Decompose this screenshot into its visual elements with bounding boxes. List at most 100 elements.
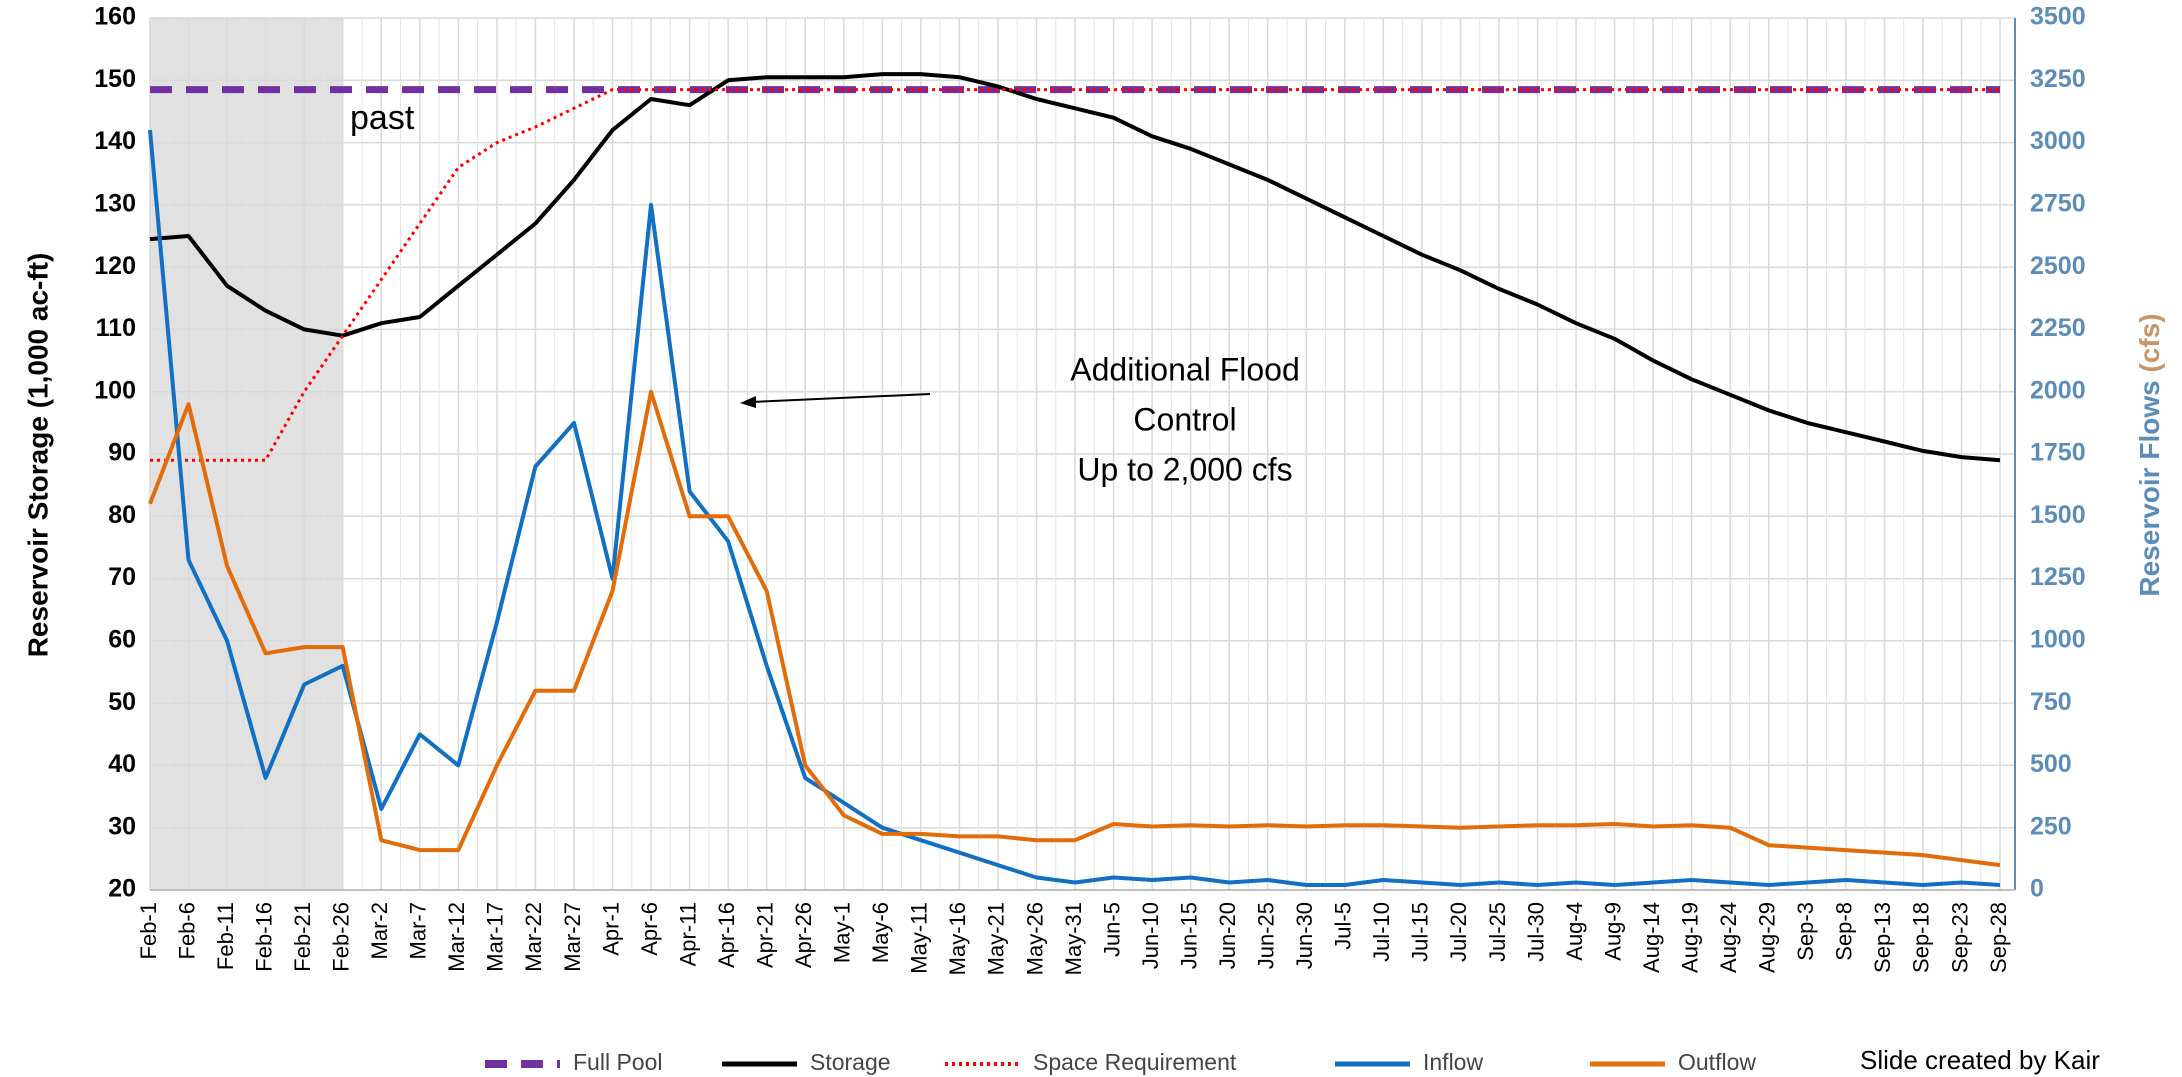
y-tick-label: 160	[94, 3, 136, 31]
x-tick-label: Feb-16	[251, 902, 276, 972]
x-tick-label: Aug-4	[1562, 902, 1587, 961]
series-line	[150, 88, 2000, 462]
x-tick-label: Apr-11	[675, 902, 700, 966]
annotation: Control	[1133, 401, 1236, 437]
x-tick-label: Feb-11	[213, 902, 238, 970]
y2-tick-label: 2250	[2030, 314, 2086, 342]
x-tick-label: Mar-22	[521, 902, 546, 972]
x-tick-label: Apr-26	[791, 902, 816, 968]
x-tick-label: Sep-8	[1832, 902, 1857, 961]
y2-tick-label: 1250	[2030, 563, 2086, 591]
x-tick-label: Aug-29	[1755, 902, 1780, 973]
y-tick-label: 20	[108, 875, 136, 903]
annotation-arrow	[751, 393, 931, 403]
y2-tick-label: 250	[2030, 812, 2072, 840]
x-tick-label: Jul-10	[1369, 902, 1394, 962]
legend-label: Storage	[810, 1049, 891, 1075]
y-tick-label: 50	[108, 688, 136, 716]
x-tick-label: Mar-17	[483, 902, 508, 972]
annotation-arrowhead	[740, 396, 756, 408]
x-tick-label: Jun-10	[1138, 902, 1163, 969]
x-tick-label: May-26	[1022, 902, 1047, 975]
y-tick-label: 100	[94, 376, 136, 404]
y2-tick-label: 750	[2030, 688, 2072, 716]
footer: Slide created by Kair	[1860, 1045, 2100, 1075]
x-tick-label: Jun-30	[1292, 902, 1317, 969]
x-tick-label: Apr-6	[637, 902, 662, 956]
x-tick-label: Jul-20	[1446, 902, 1471, 962]
annotation: Up to 2,000 cfs	[1077, 451, 1292, 487]
y-tick-label: 70	[108, 563, 136, 591]
series-line	[148, 389, 2001, 868]
y-tick-label: 80	[108, 501, 136, 529]
x-tick-label: Jul-25	[1485, 902, 1510, 962]
x-tick-label: May-21	[984, 902, 1009, 975]
y2-axis-label: Reservoir Flows (cfs)	[2134, 313, 2165, 596]
x-tick-label: Jun-20	[1215, 902, 1240, 969]
x-tick-label: Jun-5	[1099, 902, 1124, 957]
y-axis-label: Reservoir Storage (1,000 ac-ft)	[22, 253, 53, 658]
x-tick-label: Mar-7	[406, 902, 431, 959]
x-tick-label: Sep-13	[1870, 902, 1895, 973]
x-tick-label: Jul-5	[1331, 902, 1356, 950]
legend-label: Outflow	[1678, 1049, 1756, 1075]
y2-tick-label: 2500	[2030, 252, 2086, 280]
y2-tick-label: 0	[2030, 875, 2044, 903]
y-tick-label: 120	[94, 252, 136, 280]
y2-tick-label: 1750	[2030, 439, 2086, 467]
legend-label: Full Pool	[573, 1049, 662, 1075]
x-tick-label: Jun-15	[1176, 902, 1201, 969]
x-tick-label: Apr-1	[598, 902, 623, 956]
past-label: past	[350, 99, 415, 137]
y2-tick-label: 2000	[2030, 376, 2086, 404]
y-tick-label: 90	[108, 439, 136, 467]
y2-axis-label-part: Reservoir Flows	[2134, 380, 2165, 596]
x-tick-label: Sep-28	[1986, 902, 2011, 973]
y-tick-label: 150	[94, 65, 136, 93]
x-tick-label: Feb-26	[329, 902, 354, 972]
x-tick-label: Apr-16	[714, 902, 739, 968]
x-tick-label: Feb-1	[136, 902, 161, 959]
x-tick-label: May-11	[907, 902, 932, 974]
x-tick-label: Mar-27	[560, 902, 585, 972]
legend-label: Inflow	[1423, 1049, 1483, 1075]
x-tick-label: Jun-25	[1254, 902, 1279, 969]
series-line	[149, 72, 2001, 463]
y-tick-label: 40	[108, 750, 136, 778]
y2-tick-label: 1500	[2030, 501, 2086, 529]
y-tick-label: 130	[94, 189, 136, 217]
x-tick-label: Sep-3	[1793, 902, 1818, 961]
y-tick-label: 110	[96, 314, 136, 342]
y2-tick-label: 2750	[2030, 189, 2086, 217]
x-tick-label: Aug-9	[1600, 902, 1625, 961]
x-tick-label: Mar-12	[444, 902, 469, 972]
x-tick-label: Aug-19	[1677, 902, 1702, 973]
y2-tick-label: 3250	[2030, 65, 2086, 93]
x-tick-label: May-1	[830, 902, 855, 963]
annotation: Additional Flood	[1070, 351, 1299, 387]
y-tick-label: 30	[108, 812, 136, 840]
x-tick-label: May-16	[945, 902, 970, 975]
series-line	[148, 129, 2001, 887]
x-tick-label: May-31	[1061, 902, 1086, 975]
x-tick-label: Jul-15	[1408, 902, 1433, 962]
y2-tick-label: 3500	[2030, 3, 2086, 31]
y-tick-label: 60	[108, 625, 136, 653]
x-tick-label: Aug-14	[1639, 902, 1664, 973]
y2-axis-label-part: (cfs)	[2134, 313, 2165, 372]
x-tick-label: May-6	[868, 902, 893, 963]
x-tick-label: Aug-24	[1716, 902, 1741, 973]
x-tick-label: Mar-2	[367, 902, 392, 959]
x-tick-label: Jul-30	[1523, 902, 1548, 962]
x-tick-label: Feb-21	[290, 902, 315, 972]
y2-tick-label: 1000	[2030, 625, 2086, 653]
x-tick-label: Sep-18	[1909, 902, 1934, 973]
y-tick-label: 140	[94, 127, 136, 155]
x-tick-label: Feb-6	[174, 902, 199, 959]
x-tick-label: Sep-23	[1947, 902, 1972, 973]
x-tick-label: Apr-21	[752, 902, 777, 968]
legend-label: Space Requirement	[1033, 1049, 1237, 1075]
y2-tick-label: 3000	[2030, 127, 2086, 155]
y2-tick-label: 500	[2030, 750, 2072, 778]
